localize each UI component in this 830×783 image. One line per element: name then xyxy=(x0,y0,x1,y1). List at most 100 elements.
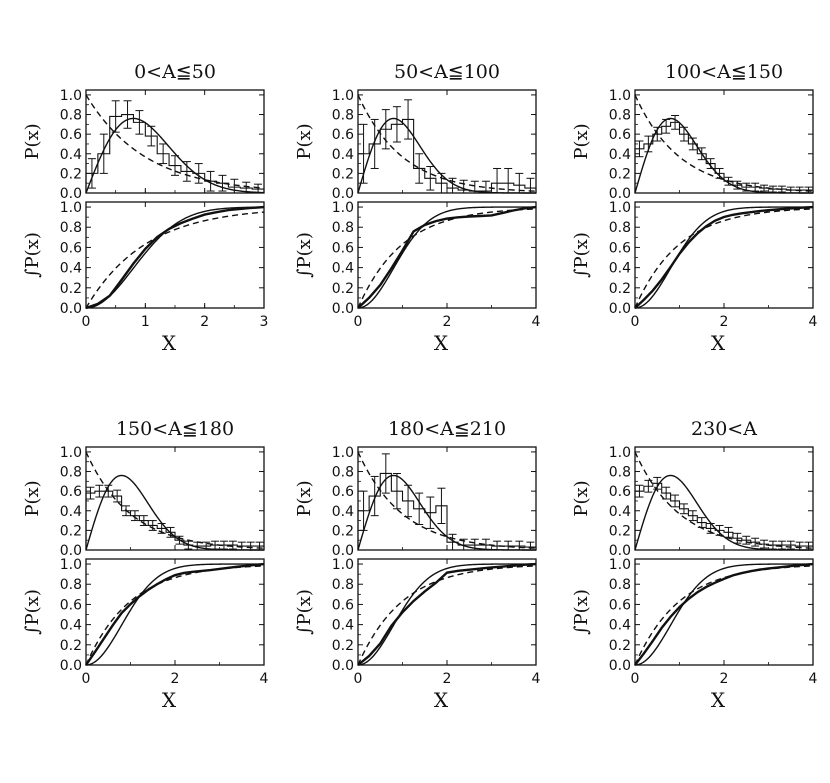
y-tick-label: 0.8 xyxy=(60,577,82,593)
y-tick-label: 0.0 xyxy=(609,186,631,202)
empirical-cdf xyxy=(634,562,814,666)
cdf-plot: 0.0 0.2 0.4 0.6 0.8 1.0 ∫P(x) xyxy=(571,557,814,674)
y-axis-label: P(x) xyxy=(22,480,43,516)
x-axis-label: X xyxy=(434,688,449,712)
histogram xyxy=(634,121,814,193)
y-tick-label: 0.0 xyxy=(60,186,82,202)
y-axis-label: ∫P(x) xyxy=(571,589,592,635)
y-tick-label: 0.4 xyxy=(332,147,354,163)
y-tick-label: 0.0 xyxy=(60,658,82,674)
error-bar xyxy=(182,161,191,182)
x-axis-label: X xyxy=(711,688,726,712)
error-bar xyxy=(404,99,413,140)
y-tick-label: 1.0 xyxy=(332,88,354,104)
x-axis-label: X xyxy=(162,688,177,712)
error-bar xyxy=(87,158,96,189)
x-tick-label: 0 xyxy=(82,314,91,330)
error-bar xyxy=(218,174,227,192)
error-bar xyxy=(448,533,457,551)
panel-1: 0<A≦50 0.0 0.2 0.4 0.6 0.8 1.0 P(x) 0.0 0.2 0.4 0.6… xyxy=(22,61,268,355)
error-bar xyxy=(760,184,769,192)
pdf-plot: 0.0 0.2 0.4 0.6 0.8 1.0 P(x) xyxy=(294,88,537,202)
error-bar xyxy=(228,540,237,550)
y-tick-label: 1.0 xyxy=(609,557,631,573)
y-tick-label: 1.0 xyxy=(60,445,82,461)
y-tick-label: 0.6 xyxy=(332,127,354,143)
error-bar xyxy=(679,503,688,515)
x-tick-label: 4 xyxy=(260,671,269,687)
panel-5: 180<A≦210 0.0 0.2 0.4 0.6 0.8 1.0 P(x) 0.0 0.2 0.4… xyxy=(294,418,541,712)
cdf-plot: 0.0 0.2 0.4 0.6 0.8 1.0 ∫P(x) xyxy=(22,557,265,674)
pdf-plot: 0.0 0.2 0.4 0.6 0.8 1.0 P(x) xyxy=(571,88,814,202)
error-bar xyxy=(99,133,108,174)
y-tick-label: 0.2 xyxy=(60,281,82,297)
pdf-plot: 0.0 0.2 0.4 0.6 0.8 1.0 P(x) xyxy=(22,88,265,202)
histogram xyxy=(357,472,537,550)
panel-title: 230<A xyxy=(691,418,757,440)
cdf-plot: 0.0 0.2 0.4 0.6 0.8 1.0 ∫P(x) xyxy=(294,557,537,674)
x-tick-label: 2 xyxy=(200,314,209,330)
error-bar xyxy=(123,100,132,129)
y-tick-label: 0.2 xyxy=(60,638,82,654)
y-axis-label: P(x) xyxy=(294,123,315,159)
error-bar xyxy=(777,185,786,193)
y-tick-label: 0.0 xyxy=(332,543,354,559)
panel-title: 0<A≦50 xyxy=(134,61,216,83)
empirical-cdf xyxy=(357,205,537,309)
y-tick-label: 0.8 xyxy=(609,465,631,481)
y-tick-label: 1.0 xyxy=(60,557,82,573)
error-bar xyxy=(688,510,697,522)
pdf-plot: 0.0 0.2 0.4 0.6 0.8 1.0 P(x) xyxy=(571,445,814,559)
y-tick-label: 0.2 xyxy=(609,638,631,654)
y-tick-label: 0.8 xyxy=(609,108,631,124)
y-axis-label: ∫P(x) xyxy=(294,232,315,278)
y-axis-label: ∫P(x) xyxy=(294,589,315,635)
plot-frame xyxy=(634,446,814,551)
y-tick-label: 0.6 xyxy=(609,484,631,500)
y-tick-label: 1.0 xyxy=(332,445,354,461)
error-bar xyxy=(381,453,390,494)
y-tick-label: 0.6 xyxy=(332,597,354,613)
theory-solid-curve xyxy=(85,117,265,194)
y-tick-label: 0.2 xyxy=(332,281,354,297)
y-tick-label: 0.0 xyxy=(609,658,631,674)
y-axis-label: ∫P(x) xyxy=(22,589,43,635)
empirical-cdf xyxy=(85,562,265,666)
theory-solid-cdf xyxy=(85,206,265,309)
empirical-cdf xyxy=(85,205,265,310)
y-tick-label: 0.6 xyxy=(60,127,82,143)
y-tick-label: 0.6 xyxy=(332,240,354,256)
y-tick-label: 0.4 xyxy=(609,504,631,520)
empirical-cdf xyxy=(634,205,814,309)
plot-frame xyxy=(357,558,537,666)
pdf-plot: 0.0 0.2 0.4 0.6 0.8 1.0 P(x) xyxy=(294,445,537,559)
error-bar xyxy=(415,492,424,525)
x-tick-label: 4 xyxy=(532,314,541,330)
y-tick-label: 1.0 xyxy=(332,200,354,216)
y-tick-label: 0.8 xyxy=(332,577,354,593)
panel-title: 50<A≦100 xyxy=(394,61,500,83)
y-tick-label: 0.6 xyxy=(609,127,631,143)
x-axis-label: X xyxy=(162,331,177,355)
y-tick-label: 0.6 xyxy=(60,597,82,613)
x-axis-label: X xyxy=(434,331,449,355)
theory-dashed-cdf xyxy=(357,565,537,666)
panel-title: 100<A≦150 xyxy=(665,61,783,83)
error-bar xyxy=(671,494,680,508)
error-bar xyxy=(426,166,435,191)
theory-solid-cdf xyxy=(634,206,813,309)
error-bar xyxy=(437,487,446,525)
theory-dashed-cdf xyxy=(357,208,537,309)
y-tick-label: 0.2 xyxy=(609,281,631,297)
y-tick-label: 0.0 xyxy=(60,543,82,559)
y-tick-label: 0.8 xyxy=(332,220,354,236)
theory-solid-cdf xyxy=(85,563,264,666)
theory-solid-cdf xyxy=(357,206,536,309)
theory-dashed-cdf xyxy=(634,565,814,666)
error-bar xyxy=(742,535,751,545)
theory-solid-curve xyxy=(357,117,536,194)
error-bar xyxy=(777,540,786,550)
panel-2: 50<A≦1000.00.20.40.60.81.0P(x)0.00.20.40… xyxy=(294,61,541,355)
x-tick-label: 2 xyxy=(720,314,729,330)
error-bar xyxy=(135,110,144,135)
